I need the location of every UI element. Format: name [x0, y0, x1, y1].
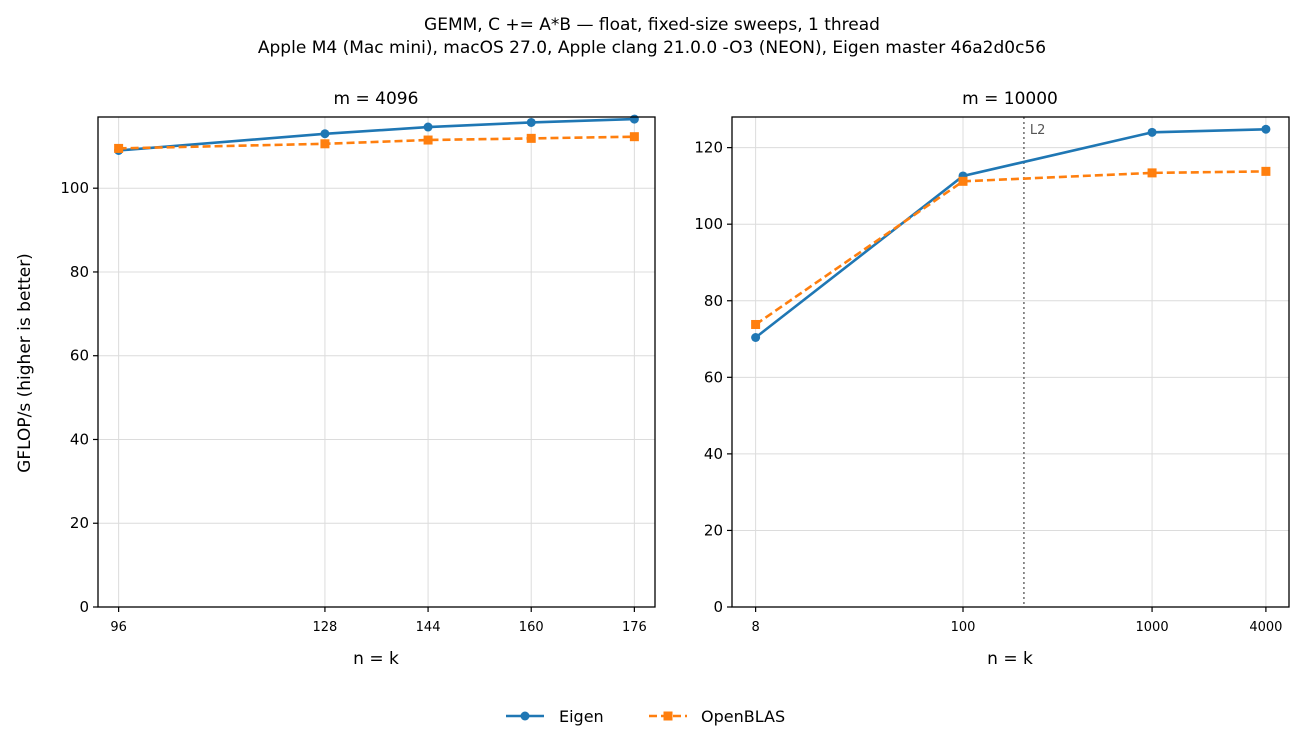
data-point-eigen — [751, 333, 761, 342]
legend-openblas-marker — [663, 711, 673, 721]
x-tick-label: 128 — [313, 620, 338, 635]
x-tick-label: 144 — [416, 620, 441, 635]
y-tick-label: 60 — [70, 347, 89, 365]
x-tick-label: 160 — [519, 620, 544, 635]
series-line-openblas — [118, 135, 635, 150]
plot-area: L2 — [751, 117, 1271, 607]
y-tick-label: 120 — [694, 139, 723, 157]
legend-openblas-label: OpenBLAS — [701, 707, 785, 726]
y-tick-label: 40 — [70, 430, 89, 448]
data-point-openblas — [114, 143, 124, 153]
x-tick-label: 4000 — [1249, 620, 1282, 635]
y-tick-label: 80 — [704, 292, 723, 310]
data-point-eigen — [320, 129, 330, 139]
x-tick-label: 100 — [951, 620, 976, 635]
axis-ticks: 0 20 40 60 80 100 120 8 100 1000 4000 — [694, 139, 1282, 635]
y-tick-label: 20 — [70, 514, 89, 532]
legend-eigen-label: Eigen — [559, 707, 604, 726]
figure-title-line2: Apple M4 (Mac mini), macOS 27.0, Apple c… — [258, 38, 1046, 58]
data-point-eigen — [1261, 124, 1271, 134]
y-tick-label: 100 — [60, 179, 89, 197]
data-point-eigen — [1147, 127, 1157, 137]
data-point-openblas — [629, 132, 639, 142]
data-point-openblas — [320, 139, 330, 149]
y-tick-label: 100 — [694, 215, 723, 233]
subplot-title: m = 4096 — [334, 89, 419, 109]
x-tick-label: 1000 — [1136, 620, 1169, 635]
y-tick-label: 0 — [79, 598, 89, 616]
y-tick-label: 0 — [713, 598, 723, 616]
x-tick-label: 96 — [110, 620, 127, 635]
data-point-openblas — [423, 135, 433, 145]
y-tick-label: 60 — [704, 368, 723, 386]
x-tick-label: 176 — [622, 620, 647, 635]
subplot-title: m = 10000 — [962, 89, 1058, 109]
legend-entry-eigen: Eigen — [506, 707, 604, 726]
axes-frame — [97, 116, 656, 608]
data-point-openblas — [958, 176, 968, 186]
series-line-openblas — [754, 170, 1266, 326]
data-point-openblas — [751, 319, 761, 329]
x-axis-label: n = k — [987, 649, 1033, 669]
subplot-m-10000: m = 10000 n = k L2 0 20 40 60 80 100 120 8 100 10… — [694, 89, 1290, 669]
data-point-openblas — [1147, 168, 1157, 178]
data-point-eigen — [423, 122, 433, 132]
subplot-m-4096: m = 4096 n = k 0 20 40 60 80 100 96 128 144 160 17… — [60, 89, 656, 669]
legend-entry-openblas: OpenBLAS — [649, 707, 785, 726]
y-axis-label: GFLOP/s (higher is better) — [15, 253, 35, 473]
y-tick-label: 40 — [704, 445, 723, 463]
series-line-eigen — [754, 128, 1266, 339]
figure-title-line1: GEMM, C += A*B — float, fixed-size sweep… — [424, 15, 880, 35]
plot-area — [114, 114, 639, 156]
y-tick-label: 80 — [70, 263, 89, 281]
x-axis-label: n = k — [353, 649, 399, 669]
legend: Eigen OpenBLAS — [506, 707, 785, 726]
axes-frame — [731, 116, 1290, 608]
x-tick-label: 8 — [751, 620, 759, 635]
y-tick-label: 20 — [704, 521, 723, 539]
gridlines — [98, 117, 655, 608]
l2-annotation-label: L2 — [1030, 123, 1046, 138]
data-point-eigen — [629, 114, 639, 124]
data-point-openblas — [1261, 166, 1271, 176]
axis-ticks: 0 20 40 60 80 100 96 128 144 160 176 — [60, 179, 646, 635]
data-point-openblas — [526, 133, 536, 143]
legend-eigen-marker — [520, 711, 530, 721]
gridlines — [732, 117, 1289, 608]
data-point-eigen — [526, 117, 536, 127]
